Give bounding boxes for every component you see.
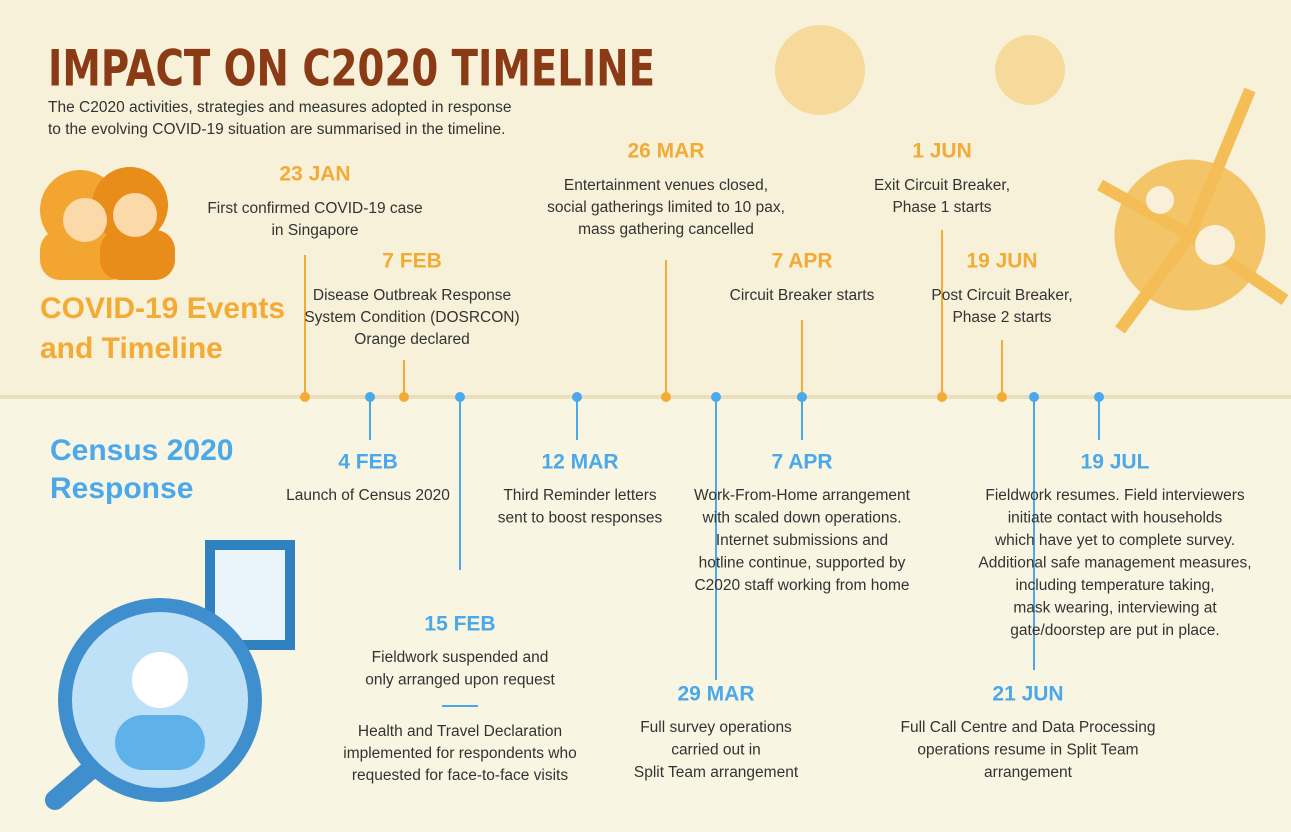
event-pin — [661, 392, 671, 402]
event-text: social gatherings limited to 10 pax, — [547, 199, 785, 216]
response-pin — [572, 392, 582, 402]
event-date: 26 MAR — [627, 140, 704, 163]
section-label: Census 2020 — [50, 434, 233, 467]
subtitle: The C2020 activities, strategies and mea… — [48, 99, 512, 116]
event-date: 23 JAN — [279, 163, 350, 186]
event-text: Phase 1 starts — [892, 199, 991, 216]
section-label: and Timeline — [40, 332, 223, 365]
response-text: carried out in — [671, 742, 761, 759]
response-text: Fieldwork resumes. Field interviewers — [985, 487, 1245, 504]
response-text: initiate contact with households — [1008, 510, 1223, 527]
response-pin — [1029, 392, 1039, 402]
event-text: Post Circuit Breaker, — [931, 287, 1072, 304]
event-text: System Condition (DOSRCON) — [304, 309, 519, 326]
response-pin — [1094, 392, 1104, 402]
event-date: 7 FEB — [382, 250, 442, 273]
people-icon — [40, 167, 175, 280]
response-date: 4 FEB — [338, 451, 398, 474]
response-text: gate/doorstep are put in place. — [1010, 622, 1219, 639]
event-text: First confirmed COVID-19 case — [207, 200, 422, 217]
event-date: 7 APR — [771, 250, 832, 273]
response-text: Launch of Census 2020 — [286, 487, 450, 504]
event-text: Exit Circuit Breaker, — [874, 177, 1010, 194]
response-date: 21 JUN — [992, 683, 1063, 706]
event-text: in Singapore — [271, 222, 358, 239]
response-pin — [797, 392, 807, 402]
response-note: requested for face-to-face visits — [352, 767, 568, 784]
event-text: Orange declared — [354, 331, 469, 348]
response-pin — [711, 392, 721, 402]
response-text: Split Team arrangement — [634, 764, 799, 781]
response-note: Health and Travel Declaration — [358, 723, 562, 740]
event-pin — [937, 392, 947, 402]
event-text: Circuit Breaker starts — [730, 287, 875, 304]
response-note: implemented for respondents who — [343, 745, 577, 762]
event-date: 1 JUN — [912, 140, 972, 163]
event-pin — [997, 392, 1007, 402]
event-text: Phase 2 starts — [952, 309, 1051, 326]
section-label: Response — [50, 472, 193, 505]
event-pin — [300, 392, 310, 402]
event-text: mass gathering cancelled — [578, 221, 754, 238]
response-text: including temperature taking, — [1015, 577, 1214, 594]
response-text: with scaled down operations. — [701, 510, 901, 527]
event-date: 19 JUN — [966, 250, 1037, 273]
response-text: Full survey operations — [640, 719, 792, 736]
response-text: Additional safe management measures, — [978, 555, 1251, 572]
subtitle: to the evolving COVID-19 situation are s… — [48, 121, 505, 138]
response-date: 7 APR — [771, 451, 832, 474]
response-text: Third Reminder letters — [503, 487, 657, 504]
response-text: Full Call Centre and Data Processing — [900, 719, 1155, 736]
response-text: arrangement — [984, 764, 1073, 781]
response-pin — [365, 392, 375, 402]
response-text: Internet submissions and — [716, 532, 888, 549]
response-text: Work-From-Home arrangement — [694, 487, 911, 504]
response-date: 12 MAR — [541, 451, 618, 474]
infographic: IMPACT ON C2020 TIMELINE The C2020 activ… — [0, 0, 1291, 832]
response-text: sent to boost responses — [498, 510, 663, 527]
response-text: mask wearing, interviewing at — [1013, 600, 1217, 617]
title: IMPACT ON C2020 TIMELINE — [48, 40, 655, 98]
response-text: only arranged upon request — [365, 672, 555, 689]
response-text: Fieldwork suspended and — [372, 649, 549, 666]
response-pin — [455, 392, 465, 402]
response-text: which have yet to complete survey. — [994, 532, 1235, 549]
event-text: Entertainment venues closed, — [564, 177, 768, 194]
event-pin — [399, 392, 409, 402]
response-text: operations resume in Split Team — [917, 742, 1138, 759]
response-text: C2020 staff working from home — [694, 577, 909, 594]
response-text: hotline continue, supported by — [699, 555, 906, 572]
section-label: COVID-19 Events — [40, 292, 285, 325]
response-date: 19 JUL — [1081, 451, 1150, 474]
response-date: 29 MAR — [677, 683, 754, 706]
response-date: 15 FEB — [424, 613, 495, 636]
event-text: Disease Outbreak Response — [313, 287, 511, 304]
